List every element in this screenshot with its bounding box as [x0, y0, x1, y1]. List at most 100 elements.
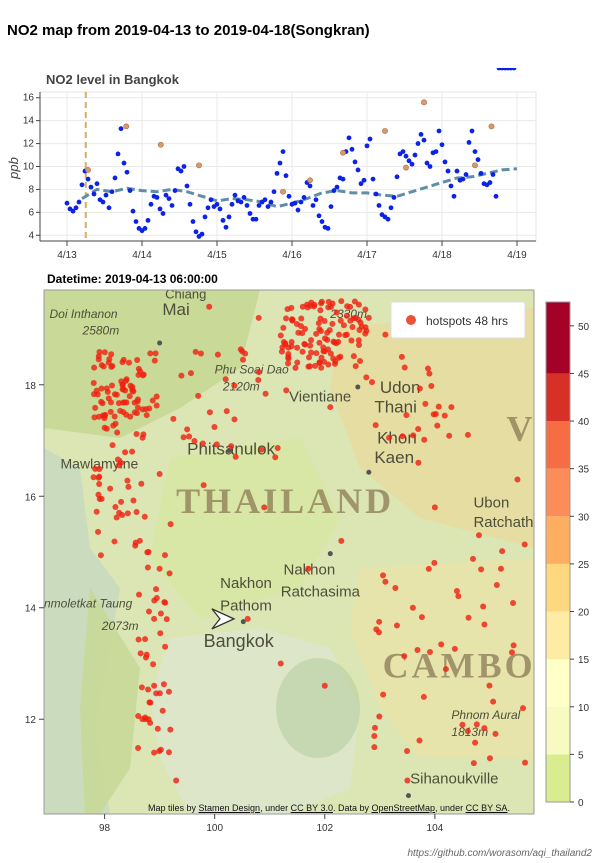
city-dot — [327, 551, 333, 557]
place-label: Ratchath — [473, 514, 533, 531]
hotspot-point — [308, 337, 315, 344]
hotspot-point — [320, 344, 327, 351]
hotspot-point — [124, 477, 131, 484]
no2-point — [166, 196, 172, 201]
hotspot-point — [422, 400, 429, 407]
hotspot-point — [255, 377, 262, 384]
hotspot-point — [115, 400, 122, 407]
place-label: Udon — [380, 378, 421, 397]
osm-link[interactable]: OpenStreetMap — [371, 803, 436, 813]
hotspot-point — [283, 315, 290, 322]
hotspot-point — [151, 357, 158, 364]
hotspot-point — [206, 409, 213, 416]
hotspot-point — [186, 433, 193, 440]
hotspot-point — [144, 549, 151, 556]
hotspot-point — [161, 552, 168, 559]
footer-url[interactable]: https://github.com/worasom/aqi_thailand2 — [407, 848, 592, 859]
hotspot-point — [514, 476, 521, 483]
hotspot-point — [451, 645, 458, 652]
no2-point — [76, 199, 82, 205]
hotspot-point — [149, 397, 156, 404]
no2-point — [181, 164, 187, 169]
hotspot-point — [129, 448, 136, 455]
hotspot-point — [431, 559, 438, 566]
hotspot-point — [352, 314, 359, 321]
high-no2-point — [280, 188, 286, 195]
no2-point — [475, 157, 481, 163]
hotspot-point — [441, 412, 448, 419]
hotspot-point — [274, 444, 281, 451]
hotspot-point — [123, 411, 130, 418]
colorbar: 0 5 10 15 20 25 30 35 40 45 50 — [545, 301, 590, 809]
hotspot-point — [151, 615, 158, 622]
no2-point — [451, 193, 457, 199]
colorbar-tick-label: 30 — [578, 512, 590, 523]
hotspot-point — [137, 650, 144, 657]
hotspot-point — [146, 699, 153, 706]
hotspot-point — [376, 618, 383, 625]
x-tick-label: 4/15 — [207, 250, 227, 261]
no2-point — [187, 201, 193, 207]
hotspot-point — [140, 431, 147, 438]
place-label: Doi Inthanon — [50, 307, 118, 321]
page-title: NO2 map from 2019-04-13 to 2019-04-18(So… — [7, 22, 370, 39]
no2-point — [313, 197, 319, 203]
hotspot-point — [92, 465, 99, 472]
colorbar-tick-label: 50 — [578, 322, 590, 333]
hotspot-point — [288, 304, 295, 311]
hotspot-point — [165, 688, 172, 695]
hotspot-point — [318, 298, 325, 305]
hotspot-point — [414, 647, 421, 654]
hotspot-point — [404, 747, 411, 754]
no2-point — [247, 211, 253, 216]
stamen-link[interactable]: Stamen Design — [198, 803, 261, 813]
place-label: Phnom Aural — [451, 708, 520, 722]
hotspot-point — [170, 415, 177, 422]
no2-point — [79, 182, 85, 188]
hotspot-point — [446, 432, 453, 439]
hotspot-point — [497, 565, 504, 572]
region-label: V — [506, 409, 535, 449]
hotspot-point — [124, 510, 131, 517]
no2-point — [400, 149, 406, 154]
place-label: 2580m — [82, 324, 120, 338]
no2-point — [226, 214, 232, 220]
hotspot-point — [142, 636, 149, 643]
cc-by-sa-link[interactable]: CC BY SA — [465, 803, 508, 813]
hotspot-point — [283, 387, 290, 394]
hotspot-point — [228, 443, 235, 450]
colorbar-segment — [546, 468, 570, 517]
hotspot-point — [416, 737, 423, 744]
hotspot-point — [410, 432, 417, 439]
no2-point — [115, 151, 121, 157]
legend-label: hotspots 48 hrs — [426, 314, 508, 328]
cc-by-link[interactable]: CC BY 3.0 — [290, 803, 333, 813]
hotspot-point — [91, 414, 98, 421]
hotspot-point — [280, 324, 287, 331]
hotspot-point — [348, 337, 355, 344]
colorbar-tick-label: 5 — [578, 750, 584, 761]
hotspot-point — [362, 306, 369, 313]
hotspot-point — [133, 508, 140, 515]
hotspot-point — [90, 380, 97, 387]
no2-point — [199, 231, 205, 237]
no2-point — [238, 199, 244, 205]
hotspot-point — [137, 368, 144, 375]
hotspot-point — [92, 404, 99, 411]
hotspot-point — [415, 425, 422, 432]
hotspot-point — [138, 480, 145, 487]
colorbar-tick-label: 45 — [578, 369, 590, 380]
no2-point — [121, 160, 127, 166]
hotspot-point — [107, 408, 114, 415]
hotspot-point — [362, 330, 369, 337]
no2-point — [421, 137, 427, 143]
hotspot-point — [150, 661, 157, 668]
hotspot-point — [108, 351, 115, 358]
hotspot-point — [101, 349, 108, 356]
hotspot-point — [108, 363, 115, 370]
no2-point — [307, 183, 313, 189]
no2-point — [85, 176, 91, 182]
no2-point — [103, 192, 109, 198]
hotspot-point — [294, 344, 301, 351]
colorbar-tick-label: 25 — [578, 560, 590, 571]
